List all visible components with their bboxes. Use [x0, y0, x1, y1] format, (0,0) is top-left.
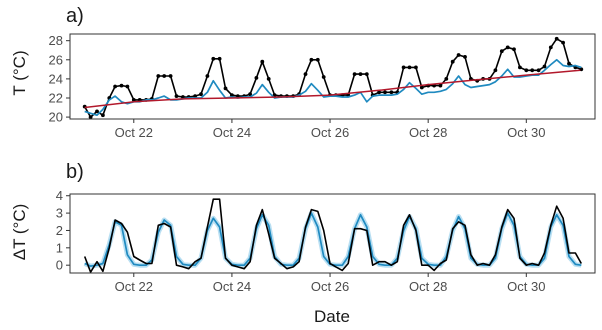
panel-b-x-axis: Oct 22 Oct 24 Oct 26 Oct 28 Oct 30 [115, 273, 545, 294]
y-tick-label: 4 [56, 188, 63, 203]
observed-point [444, 77, 449, 81]
y-tick-label: 26 [49, 52, 63, 67]
panel-b: b) ΔT (°C) Oct 22 Oct 24 Oct 26 Oct 28 Oct 3… [10, 161, 596, 326]
y-tick-label: 3 [56, 206, 63, 221]
observed-point [193, 94, 198, 98]
observed-point [266, 77, 271, 81]
observed-point [156, 74, 161, 78]
observed-point [530, 68, 535, 73]
panel-a-x-axis: Oct 22 Oct 24 Oct 26 Oct 28 Oct 30 [115, 119, 545, 140]
observed-point [524, 68, 529, 73]
observed-point [260, 59, 265, 64]
panel-a-label: a) [66, 5, 84, 27]
observed-point [579, 67, 584, 72]
observed-point [499, 49, 504, 54]
panel-b-label: b) [66, 161, 84, 183]
observed-point [248, 92, 253, 97]
y-tick-label: 28 [49, 33, 63, 48]
observed-point [554, 36, 559, 41]
observed-point [512, 47, 516, 52]
x-tick-label: Oct 26 [311, 125, 349, 140]
panel-b-frame [69, 193, 596, 274]
observed-point [389, 90, 394, 95]
x-tick-label: Oct 28 [409, 279, 447, 294]
panel-a: a) T (°C) Oct 22 Oct 24 Oct 26 Oct 28 Oct 30… [10, 5, 596, 140]
observed-point [211, 56, 216, 61]
y-tick-label: 24 [49, 71, 63, 86]
observed-series-line [84, 38, 582, 118]
y-tick-label: 22 [49, 90, 63, 105]
observed-point [168, 74, 173, 78]
observed-point [493, 68, 498, 73]
observed-point [377, 90, 381, 95]
panel-b-marks [83, 198, 582, 273]
model-uncertainty-band [83, 210, 582, 269]
observed-point [309, 57, 314, 62]
observed-point [88, 115, 93, 119]
x-tick-label: Oct 22 [115, 279, 153, 294]
y-tick-label: 2 [56, 223, 63, 238]
panel-a-frame [69, 33, 596, 120]
observed-point [199, 92, 203, 97]
x-tick-label: Oct 26 [311, 279, 349, 294]
observed-point [456, 53, 461, 57]
observed-point [561, 40, 565, 45]
observed-point [217, 56, 222, 61]
observed-point [113, 84, 117, 89]
observed-point [321, 75, 326, 79]
observed-point [303, 72, 308, 76]
observed-point [505, 45, 510, 50]
observed-point [358, 72, 363, 76]
observed-point [536, 68, 541, 73]
observed-point [414, 65, 418, 70]
observed-point [315, 57, 320, 62]
y-tick-label: 1 [56, 240, 63, 255]
observed-point [542, 64, 547, 69]
panel-a-marks [82, 36, 584, 119]
observed-point [567, 61, 571, 66]
observed-point [174, 94, 179, 98]
observed-point [223, 86, 228, 91]
panel-b-y-axis: 0 1 2 3 4 [56, 188, 70, 273]
observed-point [205, 74, 210, 78]
observed-point [419, 85, 424, 90]
observed-point [162, 74, 167, 78]
model-series-line [84, 58, 582, 117]
panel-b-y-axis-title: ΔT (°C) [10, 204, 29, 261]
observed-point [450, 59, 455, 64]
x-tick-label: Oct 30 [507, 125, 545, 140]
observed-point [383, 90, 387, 95]
panel-a-y-axis-title: T (°C) [10, 50, 29, 95]
observed-point [401, 65, 406, 70]
observed-point [254, 76, 259, 80]
observed-point [438, 83, 443, 88]
y-tick-label: 0 [56, 258, 63, 273]
x-tick-label: Oct 24 [213, 279, 251, 294]
observed-point [364, 72, 369, 76]
panel-a-y-axis: 20 22 24 26 28 [49, 33, 70, 125]
observed-point [95, 109, 99, 114]
observed-point [352, 72, 357, 76]
observed-point [230, 93, 234, 97]
observed-point [101, 113, 105, 118]
x-axis-title: Date [314, 307, 350, 326]
y-tick-label: 20 [49, 110, 63, 125]
observed-point [119, 83, 124, 88]
observed-point [407, 65, 412, 70]
observed-point [463, 55, 467, 59]
x-tick-label: Oct 30 [507, 279, 545, 294]
x-tick-label: Oct 28 [409, 125, 447, 140]
observed-point [548, 45, 553, 50]
x-tick-label: Oct 24 [213, 125, 251, 140]
observed-point [125, 84, 130, 89]
observed-point [131, 98, 136, 102]
observed-series-line [83, 198, 582, 273]
observed-point [518, 65, 522, 70]
trend-series-line [84, 69, 581, 109]
x-tick-label: Oct 22 [115, 125, 153, 140]
